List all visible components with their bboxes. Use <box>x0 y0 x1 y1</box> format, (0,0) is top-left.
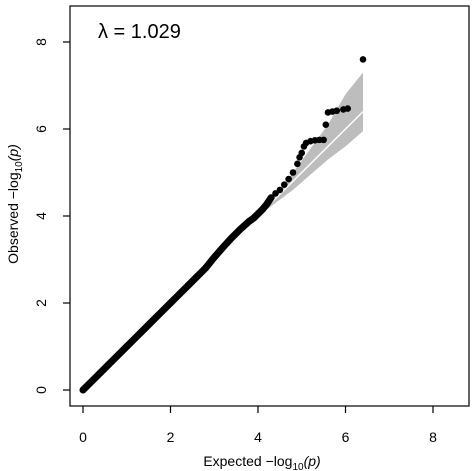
data-point <box>289 169 297 176</box>
data-point <box>294 160 301 168</box>
data-point <box>219 244 227 251</box>
data-point <box>123 343 131 350</box>
data-point <box>237 225 244 233</box>
data-point <box>114 351 122 359</box>
data-point <box>105 360 113 368</box>
data-point <box>259 206 266 213</box>
data-point <box>167 299 174 307</box>
data-point <box>79 386 87 394</box>
y-tick-label: 0 <box>33 386 49 394</box>
x-tick-label: 2 <box>167 429 175 445</box>
y-tick-label: 6 <box>33 125 49 133</box>
plot-frame <box>69 5 470 407</box>
data-point <box>267 194 275 202</box>
x-tick-label: 8 <box>429 429 437 445</box>
y-axis-label: Observed −log10(p) <box>5 144 25 264</box>
y-tick-label: 2 <box>33 299 49 307</box>
data-point <box>322 121 330 128</box>
data-point <box>320 136 327 144</box>
data-point <box>298 149 306 157</box>
data-point <box>175 291 183 298</box>
data-point <box>263 200 271 208</box>
data-point <box>280 181 288 188</box>
data-point <box>285 175 292 183</box>
data-point <box>202 264 209 272</box>
data-point <box>344 105 351 112</box>
data-point <box>276 186 284 194</box>
data-point <box>250 214 257 222</box>
x-axis-label: Expected −log10(p) <box>203 453 320 471</box>
data-point <box>158 308 166 316</box>
confidence-band <box>258 72 363 216</box>
x-tick-label: 4 <box>254 429 262 445</box>
data-point <box>333 107 341 115</box>
y-tick-label: 8 <box>33 38 49 46</box>
data-point <box>184 282 192 289</box>
data-point <box>97 369 104 376</box>
y-tick-label: 4 <box>33 212 49 220</box>
data-point <box>140 325 148 333</box>
data-point <box>359 56 367 63</box>
lambda-annotation: λ = 1.029 <box>98 21 181 43</box>
data-point <box>228 234 236 242</box>
data-point <box>132 334 139 342</box>
data-point <box>193 273 201 281</box>
x-tick-label: 0 <box>79 429 87 445</box>
data-point <box>254 210 262 218</box>
x-tick-label: 6 <box>342 429 350 445</box>
data-point <box>210 254 218 261</box>
data-point <box>88 378 96 385</box>
data-point <box>149 317 157 324</box>
